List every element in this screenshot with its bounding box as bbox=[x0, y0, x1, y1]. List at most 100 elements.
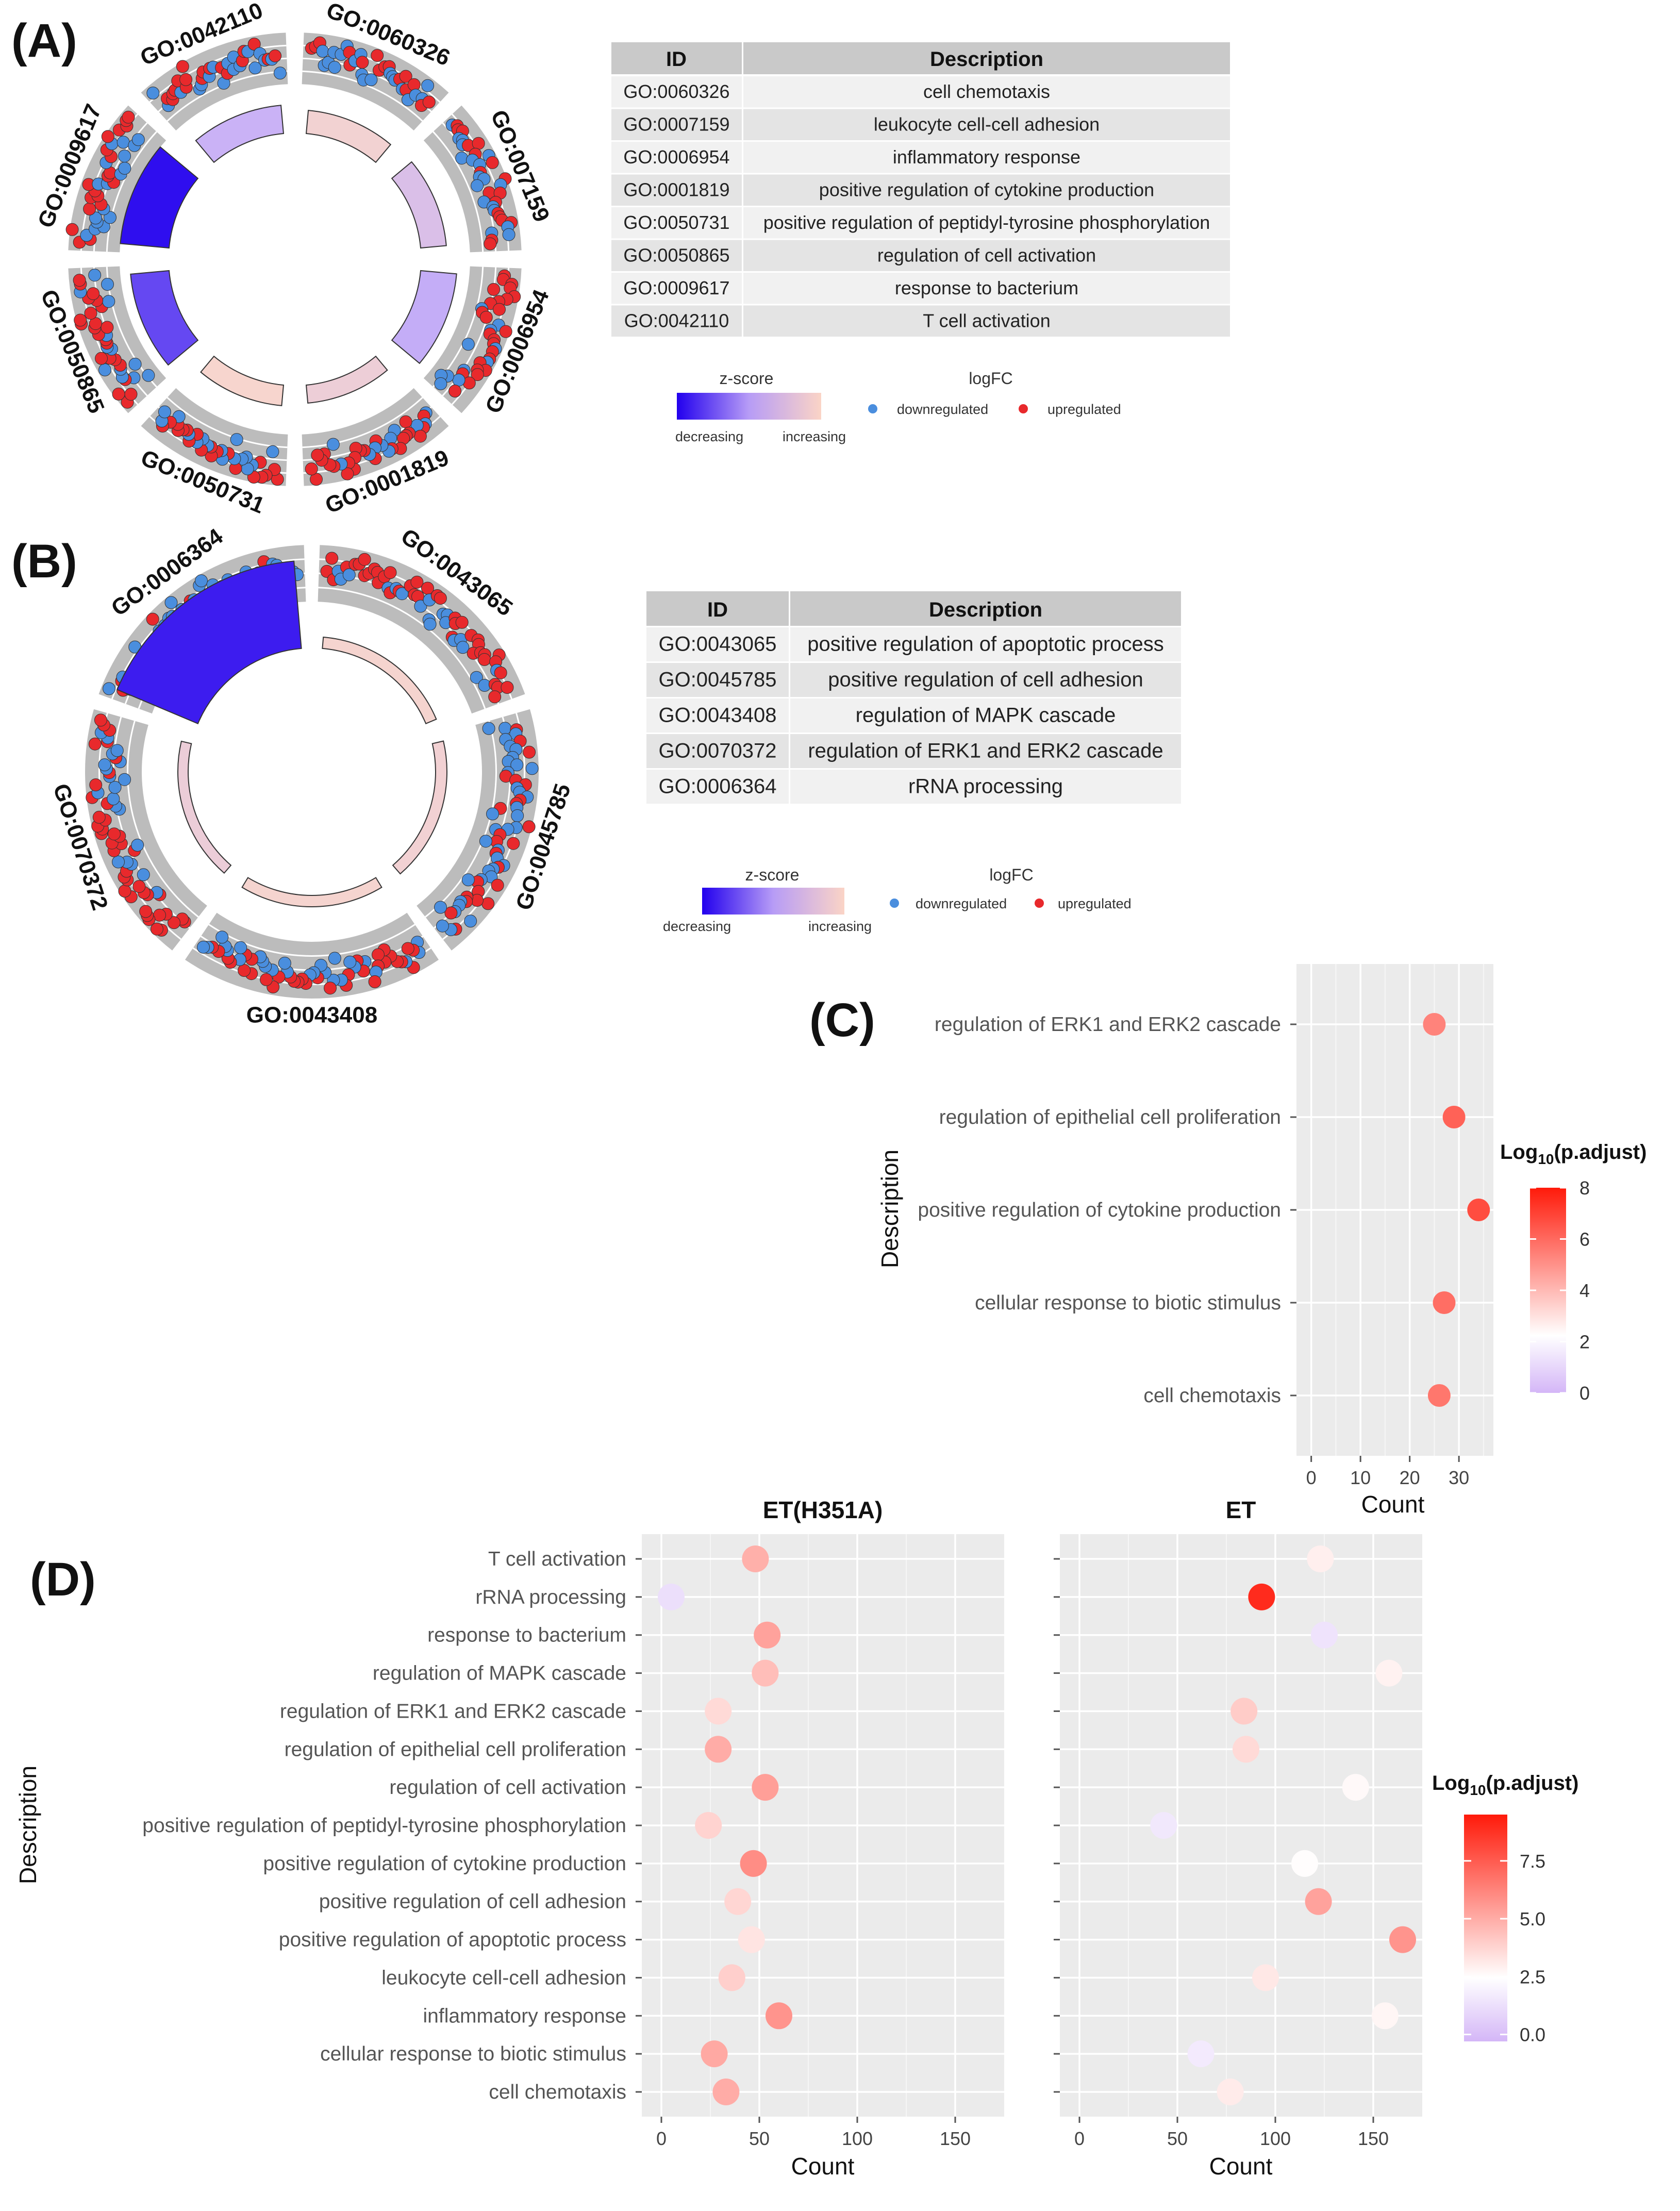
downregulated-point bbox=[498, 722, 512, 735]
y-tick-label: rRNA processing bbox=[475, 1586, 626, 1608]
zscore-arc bbox=[305, 110, 392, 163]
track-segment bbox=[318, 545, 525, 714]
downregulated-point bbox=[118, 161, 131, 175]
colorbar-gradient bbox=[1464, 1815, 1507, 2041]
data-point bbox=[1427, 1384, 1451, 1407]
data-point bbox=[1433, 1291, 1456, 1314]
zscore-arc bbox=[195, 105, 285, 163]
upregulated-point bbox=[92, 810, 106, 824]
table-description-cell: regulation of cell activation bbox=[877, 244, 1096, 265]
upregulated-point bbox=[481, 897, 495, 910]
zscore-gradient bbox=[702, 888, 844, 915]
zscore-arc bbox=[391, 161, 447, 249]
table-cell bbox=[790, 699, 1181, 733]
upregulated-point bbox=[484, 237, 497, 251]
track-guide bbox=[106, 131, 157, 252]
downregulated-point bbox=[482, 722, 495, 735]
data-point bbox=[752, 1659, 779, 1687]
y-tick-label: response to bacterium bbox=[427, 1624, 626, 1647]
upregulated-point bbox=[444, 906, 458, 920]
colorbar-tick-label: 2 bbox=[1579, 1332, 1590, 1353]
colorbar-tick-label: 8 bbox=[1579, 1177, 1590, 1199]
upregulated-point bbox=[472, 137, 485, 150]
go-term-label: GO:0043408 bbox=[246, 1003, 377, 1028]
colorbar-tick-label: 0.0 bbox=[1520, 2024, 1545, 2046]
panel-label-c: (C) bbox=[809, 994, 875, 1046]
table-cell bbox=[611, 273, 742, 304]
table-cell bbox=[611, 142, 742, 173]
downregulated-point bbox=[230, 433, 243, 446]
zscore-arc bbox=[199, 355, 285, 406]
table-id-cell: GO:0042110 bbox=[624, 310, 729, 331]
panel-a-circular-plot: GO:0060326GO:007159GO:0006954GO:0001819G… bbox=[33, 0, 555, 519]
colorbar-title: Log10(p.adjust) bbox=[1432, 1772, 1578, 1798]
data-point bbox=[1233, 1736, 1259, 1763]
logfc-legend-title: logFC bbox=[969, 369, 1012, 388]
upregulated-point bbox=[101, 321, 114, 334]
downregulated-point bbox=[464, 915, 477, 928]
upregulated-point bbox=[260, 973, 273, 986]
data-point bbox=[766, 2002, 792, 2030]
upregulated-point bbox=[399, 415, 412, 428]
panel-a-legend: z-score decreasing increasing logFC down… bbox=[675, 369, 1121, 444]
y-axis-title: Description bbox=[876, 1150, 903, 1268]
colorbar-tick-label: 7.5 bbox=[1520, 1851, 1545, 1872]
downregulated-point bbox=[278, 956, 291, 970]
data-point bbox=[1291, 1850, 1318, 1877]
upregulated-point bbox=[101, 130, 114, 143]
table-cell bbox=[743, 273, 1230, 304]
upregulated-point bbox=[488, 690, 502, 704]
data-point bbox=[1375, 1659, 1403, 1687]
x-axis-title: Count bbox=[791, 2153, 855, 2180]
data-point bbox=[658, 1583, 685, 1610]
y-tick-label: regulation of ERK1 and ERK2 cascade bbox=[280, 1700, 626, 1722]
upregulated-point bbox=[112, 387, 125, 401]
table-cell bbox=[611, 305, 742, 337]
downregulated-point bbox=[215, 930, 229, 944]
y-tick-label: positive regulation of cell adhesion bbox=[319, 1891, 626, 1913]
downregulated-label: downregulated bbox=[897, 402, 988, 417]
table-id-cell: GO:0007159 bbox=[623, 113, 729, 135]
table-description-cell: regulation of MAPK cascade bbox=[856, 704, 1116, 727]
table-description-cell: positive regulation of cell adhesion bbox=[828, 669, 1143, 691]
x-axis-title: Count bbox=[1361, 1491, 1425, 1518]
upregulated-point bbox=[422, 95, 436, 109]
zscore-arc bbox=[116, 560, 302, 725]
table-id-cell: GO:0006954 bbox=[623, 146, 729, 168]
downregulated-point bbox=[108, 780, 122, 794]
downregulated-point bbox=[461, 873, 475, 887]
downregulated-point bbox=[142, 369, 155, 382]
downregulated-point bbox=[197, 940, 210, 954]
upregulated-point bbox=[478, 653, 491, 666]
upregulated-point bbox=[107, 827, 121, 841]
downregulated-point bbox=[461, 338, 475, 351]
table-description-cell: leukocyte cell-cell adhesion bbox=[874, 113, 1100, 135]
zscore-increasing-label: increasing bbox=[783, 429, 846, 444]
data-point bbox=[1467, 1199, 1490, 1221]
downregulated-point bbox=[423, 618, 437, 631]
upregulated-point bbox=[499, 325, 512, 338]
table-header-id: ID bbox=[666, 48, 687, 71]
panel-b-legend: z-score decreasing increasing logFC down… bbox=[663, 866, 1132, 934]
data-point bbox=[1311, 1621, 1338, 1649]
table-cell bbox=[611, 207, 742, 239]
x-tick-label: 10 bbox=[1350, 1467, 1371, 1488]
table-cell bbox=[646, 770, 789, 804]
x-tick-label: 100 bbox=[1260, 2128, 1291, 2149]
x-tick-label: 20 bbox=[1400, 1467, 1420, 1488]
downregulated-point bbox=[248, 61, 262, 75]
upregulated-point bbox=[84, 307, 97, 320]
downregulated-point bbox=[117, 136, 130, 149]
upregulated-point bbox=[491, 878, 504, 892]
y-tick-label: positive regulation of apoptotic process bbox=[279, 1929, 626, 1951]
data-point bbox=[740, 1850, 767, 1877]
downregulated-point bbox=[195, 574, 208, 588]
y-tick-label: cellular response to biotic stimulus bbox=[320, 2043, 626, 2065]
table-id-cell: GO:0050865 bbox=[623, 244, 729, 265]
y-tick-label: T cell activation bbox=[488, 1548, 626, 1570]
table-header-cell bbox=[743, 42, 1230, 74]
data-point bbox=[695, 1812, 722, 1839]
upregulated-point bbox=[179, 73, 193, 86]
zscore-arc bbox=[130, 270, 199, 366]
